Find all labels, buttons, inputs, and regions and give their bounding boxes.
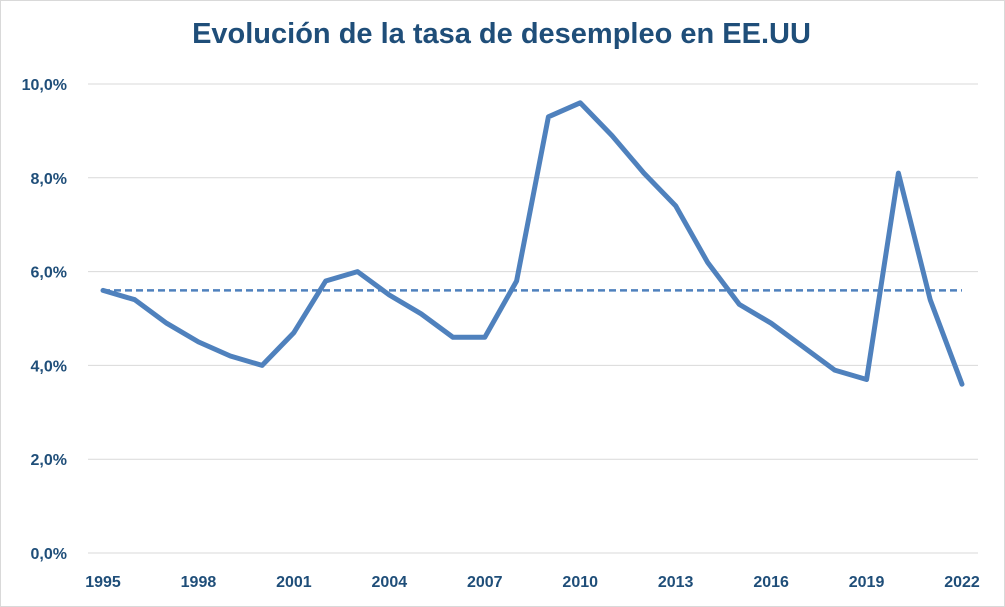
- x-tick-label: 2019: [849, 574, 885, 591]
- y-axis-ticks: 0,0% 2,0% 4,0% 6,0% 8,0% 10,0%: [22, 77, 67, 563]
- y-tick-label: 2,0%: [31, 452, 67, 469]
- chart-title: Evolución de la tasa de desempleo en EE.…: [192, 18, 811, 50]
- x-tick-label: 2022: [944, 574, 980, 591]
- series-line-main: [100, 100, 965, 387]
- series-layer: [100, 100, 965, 387]
- x-tick-label: 1998: [181, 574, 217, 591]
- x-tick-label: 2010: [562, 574, 598, 591]
- x-axis-ticks: 1995 1998 2001 2004 2007 2010 2013 2016 2019 2022: [85, 574, 980, 591]
- x-tick-label: 2013: [658, 574, 694, 591]
- x-tick-label: 2001: [276, 574, 312, 591]
- y-tick-label: 6,0%: [31, 265, 67, 282]
- x-tick-label: 2016: [753, 574, 789, 591]
- y-tick-label: 0,0%: [31, 546, 67, 563]
- y-tick-label: 4,0%: [31, 358, 67, 375]
- x-tick-label: 1995: [85, 574, 121, 591]
- x-tick-label: 2007: [467, 574, 503, 591]
- y-tick-label: 8,0%: [31, 171, 67, 188]
- gridlines: [88, 83, 978, 554]
- x-tick-label: 2004: [372, 574, 408, 591]
- y-tick-label: 10,0%: [22, 77, 67, 94]
